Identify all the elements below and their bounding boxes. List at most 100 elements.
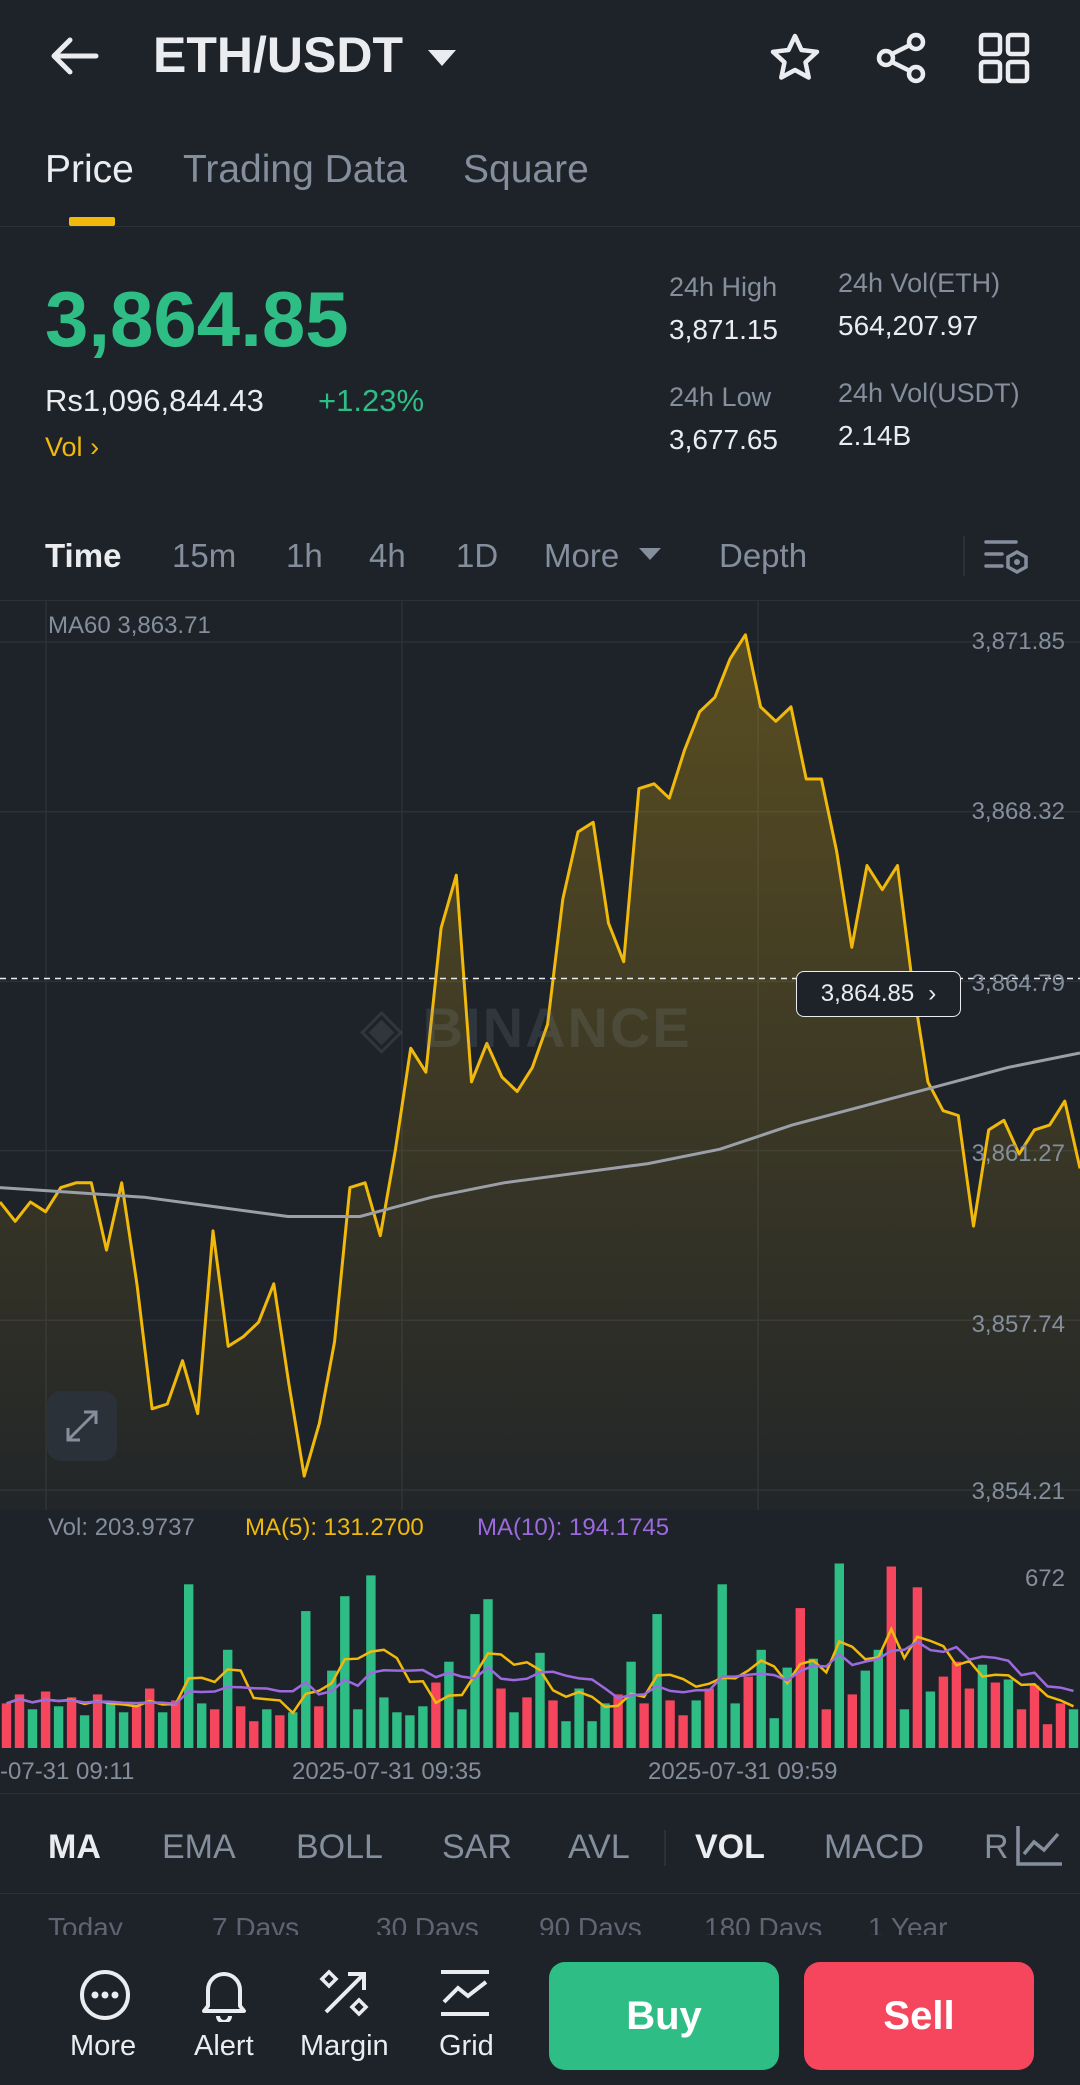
volume-bar: [262, 1709, 272, 1748]
volume-bar: [366, 1575, 376, 1748]
ind-vol[interactable]: VOL: [695, 1828, 765, 1866]
volume-bar: [40, 1691, 51, 1748]
ind-ma[interactable]: MA: [48, 1828, 101, 1866]
indicator-settings-icon[interactable]: [1008, 1822, 1066, 1868]
volume-bar: [340, 1596, 350, 1748]
tab-trading-data[interactable]: Trading Data: [183, 148, 408, 191]
grid-label[interactable]: Grid: [439, 2030, 494, 2062]
ma10-line: [6, 1640, 1074, 1705]
volume-bar: [1, 1703, 12, 1748]
low-value: 3,677.65: [669, 424, 778, 455]
back-arrow-icon[interactable]: [48, 34, 100, 78]
volume-bar: [678, 1715, 688, 1748]
watermark-text: BINANCE: [422, 996, 692, 1059]
tf-more-caret-icon: [639, 548, 661, 560]
vol-link-label: Vol: [45, 432, 83, 462]
margin-icon[interactable]: [318, 1966, 372, 2020]
volume-bar: [938, 1676, 949, 1748]
alert-label[interactable]: Alert: [194, 2030, 254, 2062]
buy-button[interactable]: Buy: [549, 1962, 779, 2070]
x-tick-label: 2025-07-31 09:35: [292, 1758, 482, 1785]
y-tick-label: 3,854.21: [971, 1478, 1065, 1505]
chart-settings-icon[interactable]: [984, 536, 1030, 576]
volume-bar: [27, 1709, 38, 1748]
current-price-value: 3,864.85: [820, 980, 915, 1007]
tab-square[interactable]: Square: [463, 148, 589, 191]
tf-15m[interactable]: 15m: [172, 537, 237, 574]
more-icon[interactable]: [78, 1968, 132, 2022]
favorite-star-icon[interactable]: [768, 32, 822, 84]
ma5-line: [6, 1625, 1075, 1715]
tf-1d[interactable]: 1D: [456, 537, 499, 574]
volume-bar: [223, 1649, 233, 1748]
vol-link[interactable]: Vol ›: [45, 432, 99, 463]
x-tick-label: 2025-07-31 09:59: [648, 1758, 838, 1785]
volume-bar: [782, 1667, 792, 1748]
vol-eth-label: 24h Vol(ETH): [838, 268, 1001, 298]
volume-bar: [860, 1670, 870, 1748]
volume-bar: [756, 1649, 766, 1748]
volume-bar: [1068, 1709, 1079, 1748]
volume-bar: [327, 1670, 337, 1748]
price-chart[interactable]: [0, 600, 1080, 1510]
ind-macd[interactable]: MACD: [824, 1828, 925, 1866]
tf-time[interactable]: Time: [45, 537, 122, 574]
volume-bar: [79, 1715, 90, 1748]
volume-bar: [509, 1712, 519, 1748]
volume-bar: [158, 1712, 168, 1748]
tf-4h[interactable]: 4h: [369, 537, 406, 574]
volume-bar: [574, 1688, 584, 1748]
alert-bell-icon[interactable]: [198, 1966, 250, 2022]
volume-bar: [587, 1721, 597, 1748]
sell-button[interactable]: Sell: [804, 1962, 1034, 2070]
volume-bar: [1055, 1703, 1066, 1748]
tab-price[interactable]: Price: [45, 148, 134, 191]
tf-more[interactable]: More: [544, 537, 619, 575]
high-label: 24h High: [669, 272, 778, 302]
tf-depth[interactable]: Depth: [719, 537, 808, 574]
volume-bar: [899, 1709, 910, 1748]
ind-sar[interactable]: SAR: [442, 1828, 512, 1866]
volume-bar: [808, 1658, 818, 1748]
chevron-right-icon: ›: [90, 432, 100, 462]
ind-boll[interactable]: BOLL: [296, 1828, 383, 1866]
margin-label[interactable]: Margin: [300, 2030, 389, 2062]
x-tick-label: -07-31 09:11: [0, 1758, 135, 1785]
volume-bar: [392, 1712, 402, 1748]
volume-bar: [717, 1584, 727, 1748]
volume-bar: [964, 1688, 975, 1748]
volume-bar: [236, 1706, 246, 1748]
pair-title[interactable]: ETH/USDT: [153, 27, 403, 83]
y-tick-label: 3,861.27: [971, 1140, 1065, 1167]
volume-bar: [14, 1694, 25, 1748]
ind-ema[interactable]: EMA: [162, 1828, 236, 1866]
volume-bar: [665, 1700, 675, 1748]
volume-bar: [886, 1566, 896, 1748]
volume-bar: [873, 1649, 883, 1748]
volume-bar: [743, 1676, 753, 1748]
y-tick-label: 3,857.74: [971, 1311, 1065, 1338]
pair-dropdown-icon[interactable]: [428, 50, 456, 66]
low-label: 24h Low: [669, 382, 772, 412]
indicators-divider: [0, 1793, 1080, 1794]
volume-chart[interactable]: [0, 1548, 1080, 1748]
current-price-tag[interactable]: 3,864.85 ›: [796, 971, 961, 1017]
volume-bar: [769, 1718, 779, 1748]
tf-1h[interactable]: 1h: [286, 537, 323, 574]
volume-bar: [847, 1694, 857, 1748]
volume-bar: [53, 1706, 64, 1748]
volume-bar: [353, 1709, 363, 1748]
volume-bar: [613, 1694, 623, 1748]
share-icon[interactable]: [874, 32, 928, 84]
grid-menu-icon[interactable]: [978, 32, 1030, 84]
expand-chart-icon[interactable]: [47, 1391, 117, 1461]
volume-bar: [821, 1709, 831, 1748]
volume-bar: [951, 1661, 962, 1748]
volume-bar: [249, 1721, 259, 1748]
ind-avl[interactable]: AVL: [568, 1828, 630, 1866]
ind-r[interactable]: R: [984, 1828, 1009, 1866]
volume-bar: [1029, 1685, 1040, 1748]
more-label[interactable]: More: [70, 2030, 137, 2062]
grid-trading-icon[interactable]: [438, 1968, 492, 2018]
volume-bar: [379, 1697, 389, 1748]
